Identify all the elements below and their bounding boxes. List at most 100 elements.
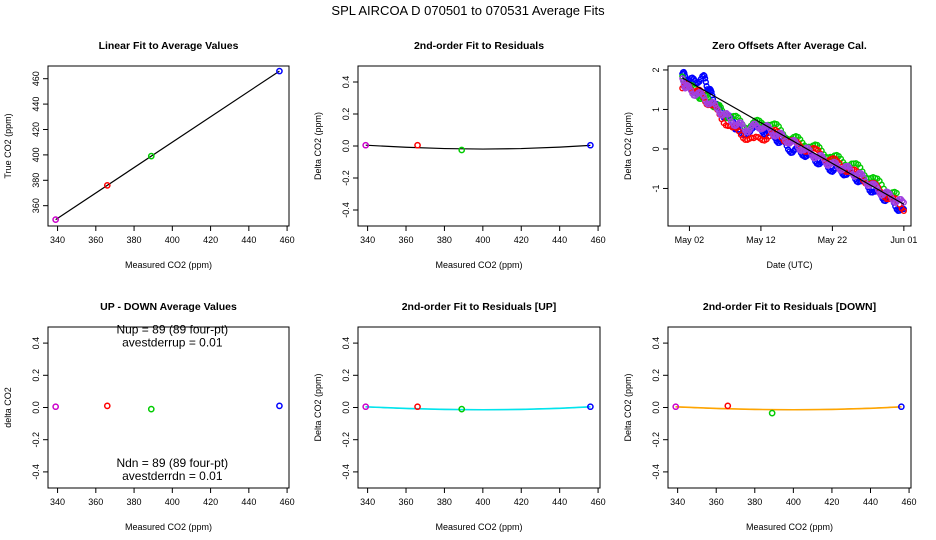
- y-tick-label: 1: [651, 107, 661, 112]
- annotation: Nup = 89 (89 four-pt): [116, 322, 228, 336]
- data-point: [846, 164, 853, 171]
- chart-title: Linear Fit to Average Values: [99, 40, 239, 52]
- data-point: [900, 207, 907, 214]
- data-point: [52, 216, 60, 224]
- data-point: [712, 101, 719, 108]
- data-point: [52, 403, 60, 411]
- data-point: [687, 87, 694, 94]
- x-tick-label: May 02: [675, 235, 705, 245]
- data-point: [714, 106, 722, 114]
- x-axis-label: Date (UTC): [766, 260, 812, 270]
- y-tick-label: 0.4: [651, 337, 661, 350]
- chart-title: 2nd-order Fit to Residuals [DOWN]: [703, 301, 876, 313]
- y-axis-label: Delta CO2 (ppm): [313, 373, 323, 441]
- data-point: [806, 146, 813, 153]
- data-point: [362, 141, 370, 149]
- y-tick-label: 440: [31, 97, 41, 112]
- x-tick-label: 400: [475, 497, 490, 507]
- y-tick-label: 0.2: [341, 369, 351, 382]
- chart-updown: UP - DOWN Average Values 340 360 380 400 420 4…: [3, 301, 295, 532]
- y-tick-label: 0.0: [31, 401, 41, 414]
- y-tick-label: 0.4: [31, 337, 41, 350]
- plot-frame: [47, 65, 290, 227]
- plot-area: [679, 68, 907, 214]
- data-point: [672, 403, 680, 411]
- data-point: [723, 110, 730, 117]
- data-point: [702, 75, 709, 82]
- data-point: [793, 140, 800, 147]
- chart-title: 2nd-order Fit to Residuals [UP]: [402, 301, 557, 313]
- x-tick-label: 400: [475, 235, 490, 245]
- data-point: [103, 182, 111, 189]
- data-point: [587, 403, 594, 411]
- y-tick-label: 0.2: [341, 108, 351, 121]
- y-tick-label: -0.2: [341, 170, 351, 186]
- x-tick-label: 460: [280, 235, 295, 245]
- chart-resid: 2nd-order Fit to Residuals 340 360 380 400 42…: [313, 40, 606, 270]
- data-point: [724, 111, 732, 118]
- data-point: [779, 131, 786, 138]
- plot-area: [362, 403, 594, 413]
- plot-frame: [667, 65, 912, 227]
- x-tick-label: 340: [50, 497, 65, 507]
- data-point: [694, 79, 702, 87]
- x-tick-label: 340: [670, 497, 685, 507]
- x-tick-label: May 22: [818, 235, 848, 245]
- y-tick-label: 0.0: [341, 401, 351, 414]
- y-tick-label: 0.4: [341, 76, 351, 89]
- x-tick-label: 340: [360, 235, 375, 245]
- data-point: [739, 121, 746, 128]
- y-axis-label: Delta CO2 (ppm): [623, 112, 633, 180]
- x-tick-label: 460: [591, 235, 606, 245]
- x-tick-label: 460: [280, 497, 295, 507]
- y-tick-label: -0.4: [31, 464, 41, 480]
- x-tick-label: 380: [127, 497, 142, 507]
- plot-area: [362, 141, 594, 154]
- y-tick-label: 380: [31, 173, 41, 188]
- data-point: [768, 409, 776, 417]
- x-tick-label: 400: [165, 497, 180, 507]
- annotation: Ndn = 89 (89 four-pt): [116, 456, 228, 470]
- x-tick-label: 440: [241, 497, 256, 507]
- x-tick-label: 420: [203, 235, 218, 245]
- chart-title: Zero Offsets After Average Cal.: [712, 40, 867, 52]
- x-axis-label: Measured CO2 (ppm): [435, 260, 522, 270]
- plot-area: [672, 402, 905, 417]
- data-point: [276, 402, 283, 410]
- y-tick-label: 0.0: [341, 140, 351, 153]
- y-tick-label: -0.4: [341, 202, 351, 218]
- fit-curve: [675, 406, 902, 411]
- y-tick-label: -0.4: [651, 464, 661, 480]
- x-tick-label: 440: [552, 235, 567, 245]
- x-tick-label: 460: [591, 497, 606, 507]
- data-point: [740, 124, 747, 131]
- figure-title: SPL AIRCOA D 070501 to 070531 Average Fi…: [331, 3, 605, 18]
- x-tick-label: 440: [863, 497, 878, 507]
- x-axis-label: Measured CO2 (ppm): [746, 522, 833, 532]
- data-point: [414, 403, 421, 411]
- data-point: [875, 187, 882, 194]
- data-point: [458, 146, 466, 154]
- chart-zero: Zero Offsets After Average Cal. May 02 May…: [623, 40, 917, 270]
- data-point: [766, 125, 773, 132]
- y-tick-label: 420: [31, 122, 41, 137]
- y-tick-label: -0.4: [341, 464, 351, 480]
- x-tick-label: 440: [241, 235, 256, 245]
- y-axis-label: Delta CO2 (ppm): [623, 373, 633, 441]
- data-point: [147, 152, 155, 160]
- data-point: [702, 97, 709, 104]
- chart-title: 2nd-order Fit to Residuals: [414, 40, 544, 52]
- x-tick-label: Jun 01: [890, 235, 917, 245]
- x-tick-label: 360: [88, 497, 103, 507]
- x-tick-label: 360: [399, 497, 414, 507]
- fit-curve: [365, 406, 591, 411]
- y-tick-label: 0.2: [651, 369, 661, 382]
- x-tick-label: 420: [824, 497, 839, 507]
- y-tick-label: 360: [31, 198, 41, 213]
- x-tick-label: May 12: [746, 235, 776, 245]
- x-tick-label: 420: [514, 235, 529, 245]
- data-point: [847, 167, 855, 174]
- chart-resid_down: 2nd-order Fit to Residuals [DOWN] 340 360 3…: [623, 301, 917, 532]
- x-tick-label: 380: [437, 235, 452, 245]
- y-axis-label: delta CO2: [3, 387, 13, 428]
